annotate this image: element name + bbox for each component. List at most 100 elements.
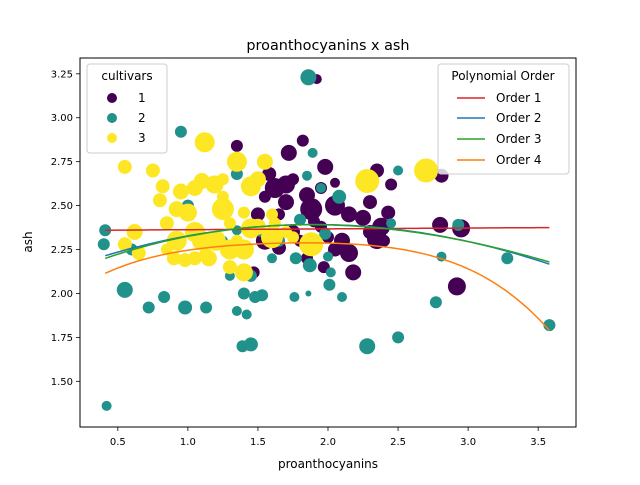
legend-label-cultivar-2: 2: [138, 111, 146, 125]
point-cultivar-2-12: [452, 218, 465, 231]
legend-polynomial-frame: [437, 63, 570, 175]
y-axis-label: ash: [21, 231, 35, 252]
point-cultivar-2-23: [289, 252, 302, 265]
legend-polynomial-title: Polynomial Order: [451, 69, 554, 83]
point-cultivar-3-37: [160, 243, 173, 256]
point-cultivar-1-16: [278, 194, 294, 211]
x-tick-label-0: 0.5: [110, 437, 126, 448]
point-cultivar-1-27: [432, 216, 449, 233]
point-cultivar-2-0: [300, 69, 317, 86]
point-cultivar-3-16: [152, 193, 167, 208]
y-tick-label-7: 3.25: [51, 69, 73, 80]
point-cultivar-3-13: [186, 180, 203, 196]
point-cultivar-1-4: [317, 158, 334, 175]
point-cultivar-2-28: [302, 258, 317, 273]
point-cultivar-1-45: [447, 277, 466, 296]
x-tick-label-3: 2.0: [320, 437, 336, 448]
point-cultivar-3-45: [166, 251, 181, 266]
point-cultivar-2-29: [325, 267, 336, 278]
legend-polynomial-order: Polynomial Order Order 1 Order 2 Order 3…: [437, 63, 570, 175]
fit-line-order-3: [104, 223, 550, 263]
point-cultivar-3-39: [233, 239, 254, 260]
point-cultivar-2-4: [302, 170, 312, 181]
point-cultivar-1-11: [385, 178, 398, 191]
point-cultivar-3-18: [178, 203, 197, 222]
point-cultivar-3-38: [219, 239, 240, 260]
plot-frame: [79, 57, 577, 428]
point-cultivar-2-10: [294, 213, 306, 226]
fit-line-order-4: [104, 242, 550, 331]
point-cultivar-1-39: [328, 242, 342, 257]
point-cultivar-3-26: [126, 224, 143, 240]
scatter-points: [97, 69, 556, 411]
legend-label-order-4: Order 4: [496, 153, 542, 167]
chart-title: proanthocyanins x ash: [246, 38, 409, 54]
y-tick-label-1: 1.75: [51, 333, 73, 344]
point-cultivar-2-37: [289, 292, 300, 302]
point-cultivar-3-10: [205, 175, 224, 194]
legend-label-cultivar-1: 1: [138, 91, 146, 105]
legend-marker-cultivar-3: [107, 133, 117, 143]
y-tick-label-4: 2.50: [51, 201, 73, 212]
point-cultivar-2-50: [392, 331, 405, 344]
point-cultivar-1-15: [258, 190, 271, 203]
point-cultivar-2-7: [332, 189, 347, 204]
point-cultivar-2-52: [101, 400, 112, 411]
x-tick-label-4: 2.5: [390, 437, 406, 448]
point-cultivar-2-44: [231, 306, 242, 316]
point-cultivar-1-46: [378, 234, 390, 247]
point-cultivar-3-28: [240, 218, 261, 239]
point-cultivar-3-20: [237, 206, 250, 219]
point-cultivar-3-19: [211, 198, 234, 221]
point-cultivar-2-5: [393, 165, 404, 176]
x-axis-label: proanthocyanins: [278, 457, 378, 471]
point-cultivar-1-21: [381, 205, 396, 220]
point-cultivar-3-23: [223, 217, 236, 230]
point-cultivar-2-41: [178, 300, 193, 315]
point-cultivar-3-8: [355, 169, 380, 193]
point-cultivar-2-46: [429, 296, 442, 309]
point-cultivar-2-33: [158, 291, 171, 303]
point-cultivar-1-40: [340, 244, 358, 262]
point-cultivar-3-36: [117, 237, 132, 252]
point-cultivar-3-32: [191, 230, 212, 251]
point-cultivar-2-1: [307, 147, 318, 158]
legend-cultivars-title: cultivars: [101, 69, 152, 83]
point-cultivar-2-32: [116, 281, 133, 298]
x-tick-label-5: 3.0: [460, 437, 476, 448]
point-cultivar-3-14: [172, 183, 189, 200]
point-cultivar-3-46: [178, 253, 193, 268]
point-cultivar-2-40: [337, 292, 347, 302]
legend-label-order-1: Order 1: [496, 91, 542, 105]
y-tick-label-6: 3.00: [51, 113, 73, 124]
point-cultivar-2-42: [200, 301, 213, 314]
legend-cultivars: cultivars 1 2 3: [86, 63, 168, 154]
point-cultivar-3-48: [234, 263, 253, 282]
y-tick-label-0: 1.50: [51, 377, 73, 388]
point-cultivar-2-18: [97, 238, 110, 251]
point-cultivar-3-35: [287, 231, 299, 244]
point-cultivar-3-2: [226, 151, 247, 172]
point-cultivar-3-47: [222, 260, 237, 275]
point-cultivar-2-17: [319, 227, 332, 240]
point-cultivar-3-4: [117, 159, 132, 174]
point-cultivar-3-3: [256, 153, 273, 170]
point-cultivar-3-12: [155, 179, 170, 194]
point-cultivar-1-12: [264, 178, 285, 198]
point-cultivar-1-9: [287, 173, 299, 186]
point-cultivar-1-2: [296, 134, 309, 147]
point-cultivar-3-1: [194, 132, 215, 153]
point-cultivar-3-40: [299, 232, 324, 257]
y-tick-label-5: 2.75: [51, 157, 73, 168]
point-cultivar-3-5: [145, 163, 160, 178]
point-cultivar-1-20: [341, 206, 357, 223]
fit-lines: [104, 223, 550, 331]
point-cultivar-1-17: [363, 195, 377, 210]
legend-label-order-2: Order 2: [496, 111, 542, 125]
x-tick-label-6: 3.5: [530, 437, 546, 448]
axis-ticks: 0.5 1.0 1.5 2.0 2.5 3.0 3.5 1.50 1.75 2.00 2.25 2.5…: [51, 69, 546, 448]
point-cultivar-2-15: [231, 225, 242, 236]
legend-label-cultivar-3: 3: [138, 131, 146, 145]
